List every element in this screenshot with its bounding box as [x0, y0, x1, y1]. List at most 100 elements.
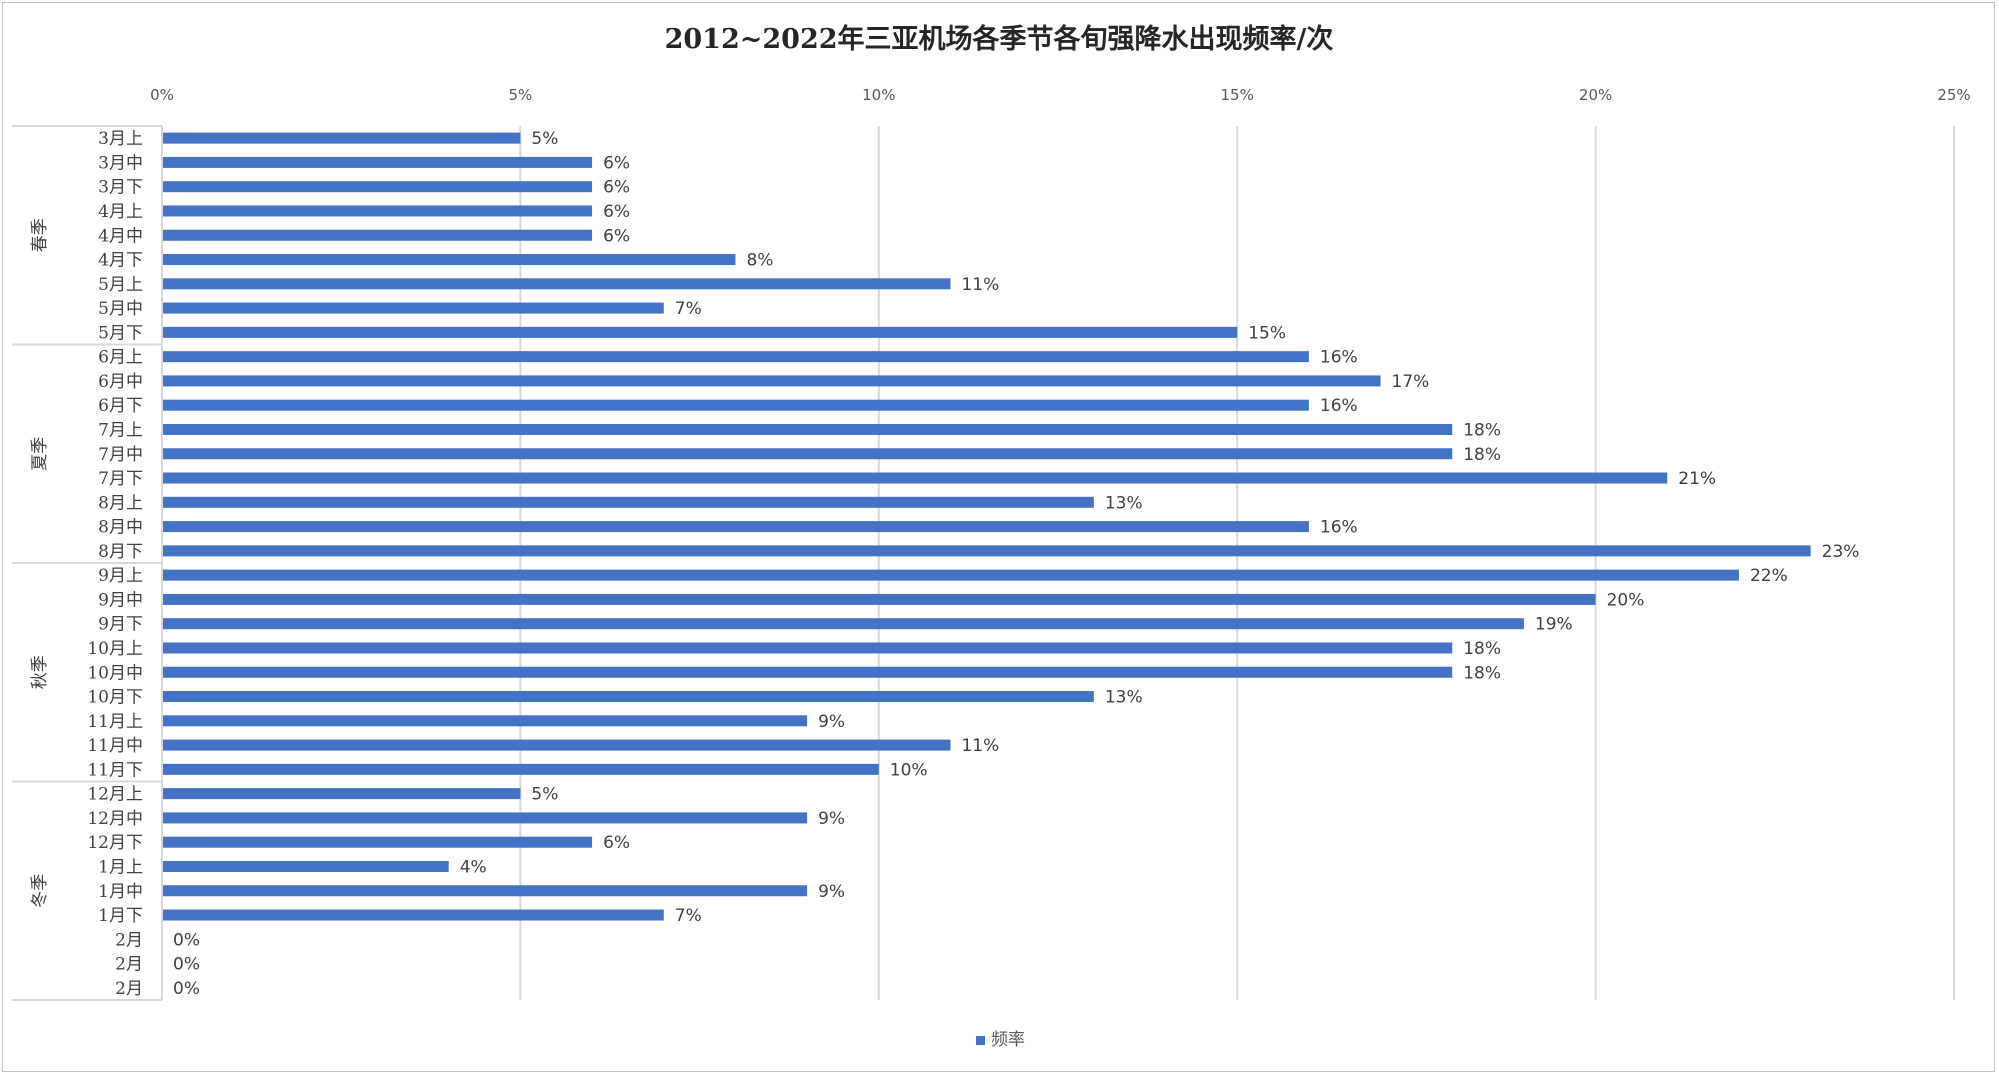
- data-label: 16%: [1320, 518, 1358, 538]
- data-label: 20%: [1607, 590, 1645, 610]
- x-tick-label: 20%: [1579, 86, 1612, 104]
- category-label: 9月中: [98, 590, 143, 610]
- bar: [163, 278, 951, 290]
- bar: [163, 715, 808, 727]
- data-label: 9%: [818, 712, 845, 732]
- data-label: 0%: [173, 930, 200, 950]
- bar: [163, 739, 951, 751]
- data-label: 6%: [603, 202, 630, 222]
- group-label: 秋季: [30, 655, 50, 689]
- bar: [163, 496, 1094, 508]
- category-label: 11月中: [87, 736, 143, 756]
- category-label: 4月上: [98, 202, 143, 222]
- data-label: 7%: [675, 299, 702, 319]
- bar: [163, 885, 808, 897]
- data-label: 5%: [531, 785, 558, 805]
- data-label: 4%: [460, 857, 487, 877]
- bar: [163, 448, 1453, 460]
- category-label: 3月上: [98, 129, 143, 149]
- bar: [163, 423, 1453, 435]
- category-label: 7月下: [98, 469, 143, 489]
- bar: [163, 302, 664, 314]
- data-label: 5%: [531, 129, 558, 149]
- group-label: 夏季: [30, 437, 50, 471]
- data-label: 22%: [1750, 566, 1788, 586]
- category-label: 2月: [115, 979, 143, 999]
- category-label: 8月中: [98, 518, 143, 538]
- data-label: 18%: [1463, 420, 1501, 440]
- category-label: 5月上: [98, 275, 143, 295]
- chart-title: 2012~2022年三亚机场各季节各旬强降水出现频率/次: [665, 23, 1334, 55]
- bar: [163, 666, 1453, 678]
- bar: [163, 860, 449, 872]
- category-label: 5月下: [98, 323, 143, 343]
- category-label: 6月中: [98, 372, 143, 392]
- bar: [163, 229, 593, 241]
- data-label: 16%: [1320, 396, 1358, 416]
- data-label: 19%: [1535, 615, 1573, 635]
- data-label: 13%: [1105, 688, 1143, 708]
- x-tick-label: 5%: [509, 86, 533, 104]
- bar: [163, 593, 1596, 605]
- category-label: 10月上: [87, 639, 143, 659]
- data-label: 21%: [1678, 469, 1716, 489]
- bar: [163, 132, 521, 144]
- category-label: 2月: [115, 930, 143, 950]
- category-label: 3月中: [98, 153, 143, 173]
- bar: [163, 812, 808, 824]
- bar: [163, 205, 593, 217]
- category-label: 7月中: [98, 445, 143, 465]
- category-label: 10月下: [87, 688, 143, 708]
- x-tick-label: 15%: [1221, 86, 1254, 104]
- bar: [163, 254, 736, 266]
- data-label: 10%: [890, 760, 928, 780]
- category-label: 1月上: [98, 857, 143, 877]
- bar: [163, 472, 1668, 484]
- legend-label: 频率: [991, 1030, 1025, 1050]
- x-tick-label: 0%: [150, 86, 174, 104]
- group-label: 冬季: [30, 874, 50, 908]
- bar: [163, 181, 593, 193]
- category-label: 5月中: [98, 299, 143, 319]
- bar: [163, 763, 879, 775]
- data-label: 0%: [173, 955, 200, 975]
- category-labels: 3月上 3月中 3月下 4月上 4月中 4月下 5月上 5月中 5月下 6月上 6月中 6月下 7月上 7…: [87, 129, 143, 999]
- x-tick-label: 10%: [862, 86, 895, 104]
- data-label: 13%: [1105, 493, 1143, 513]
- category-label: 8月下: [98, 542, 143, 562]
- category-label: 4月中: [98, 226, 143, 246]
- data-label: 16%: [1320, 348, 1358, 368]
- category-label: 4月下: [98, 251, 143, 271]
- data-label: 6%: [603, 178, 630, 198]
- data-label: 8%: [746, 251, 773, 271]
- bar: [163, 351, 1309, 363]
- data-label: 0%: [173, 979, 200, 999]
- x-axis-ticks: 0% 5% 10% 15% 20% 25%: [150, 86, 1971, 104]
- category-label: 10月中: [87, 663, 143, 683]
- bar: [163, 399, 1309, 411]
- data-label: 6%: [603, 226, 630, 246]
- bar: [163, 326, 1238, 338]
- category-label: 1月中: [98, 882, 143, 902]
- data-label: 11%: [961, 275, 999, 295]
- category-label: 7月上: [98, 420, 143, 440]
- category-label: 11月下: [87, 760, 143, 780]
- bar: [163, 642, 1453, 654]
- category-label: 12月下: [87, 833, 143, 853]
- group-label: 春季: [30, 218, 50, 252]
- category-label: 12月上: [87, 785, 143, 805]
- bar: [163, 375, 1381, 387]
- category-label: 6月上: [98, 348, 143, 368]
- category-label: 11月上: [87, 712, 143, 732]
- bar: [163, 156, 593, 168]
- data-label: 18%: [1463, 663, 1501, 683]
- bar: [163, 691, 1094, 703]
- data-label: 6%: [603, 833, 630, 853]
- gridlines: [161, 126, 1955, 1000]
- category-label: 6月下: [98, 396, 143, 416]
- data-label: 9%: [818, 809, 845, 829]
- category-label: 2月: [115, 955, 143, 975]
